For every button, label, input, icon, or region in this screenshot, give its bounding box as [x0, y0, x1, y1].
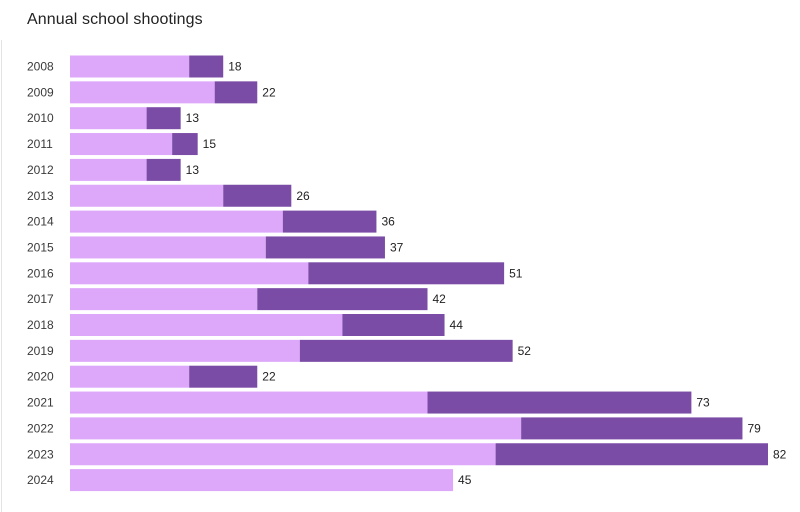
- bar-dark-2015: [265, 236, 385, 259]
- bar-dark-2013: [223, 184, 292, 207]
- year-label-2008: 2008: [27, 60, 54, 74]
- bar-light-2020: [70, 365, 190, 388]
- value-label-2019: 52: [518, 344, 532, 358]
- bar-light-2021: [70, 391, 428, 414]
- bar-light-2019: [70, 339, 300, 362]
- bar-dark-2017: [257, 288, 428, 311]
- value-label-2013: 26: [296, 189, 310, 203]
- bar-dark-2022: [521, 417, 743, 440]
- bar-dark-2019: [299, 339, 513, 362]
- bar-dark-2009: [214, 81, 258, 104]
- left-rule: [1, 40, 2, 512]
- year-label-2019: 2019: [27, 344, 54, 358]
- value-label-2014: 36: [381, 215, 395, 229]
- bar-dark-2021: [427, 391, 692, 414]
- year-label-2013: 2013: [27, 189, 54, 203]
- value-label-2018: 44: [450, 318, 464, 332]
- year-label-2010: 2010: [27, 111, 54, 125]
- bar-dark-2020: [189, 365, 258, 388]
- bar-light-2024: [70, 469, 454, 492]
- value-label-2012: 13: [186, 163, 200, 177]
- value-label-2024: 45: [458, 473, 472, 487]
- bar-dark-2016: [308, 262, 505, 285]
- year-label-2009: 2009: [27, 85, 54, 99]
- year-label-2017: 2017: [27, 292, 54, 306]
- value-label-2015: 37: [390, 240, 404, 254]
- year-label-2011: 2011: [27, 137, 53, 151]
- value-label-2009: 22: [262, 85, 276, 99]
- year-label-2020: 2020: [27, 370, 54, 384]
- bar-light-2008: [70, 55, 190, 78]
- bar-dark-2023: [495, 443, 768, 466]
- value-label-2021: 73: [696, 396, 710, 410]
- bar-dark-2012: [146, 158, 181, 181]
- value-label-2020: 22: [262, 370, 276, 384]
- bar-light-2009: [70, 81, 215, 104]
- value-label-2016: 51: [509, 266, 523, 280]
- year-label-2022: 2022: [27, 421, 54, 435]
- bar-light-2022: [70, 417, 522, 440]
- bar-light-2015: [70, 236, 266, 259]
- value-label-2023: 82: [773, 447, 787, 461]
- bar-dark-2014: [282, 210, 377, 233]
- bar-light-2011: [70, 133, 173, 156]
- bar-light-2018: [70, 314, 343, 336]
- bar-light-2010: [70, 107, 147, 130]
- bar-light-2016: [70, 262, 309, 285]
- year-label-2015: 2015: [27, 240, 54, 254]
- year-label-2018: 2018: [27, 318, 54, 332]
- value-label-2022: 79: [747, 421, 761, 435]
- bar-light-2017: [70, 288, 258, 311]
- bar-light-2012: [70, 158, 147, 181]
- year-label-2024: 2024: [27, 473, 54, 487]
- bar-dark-2018: [342, 314, 445, 336]
- bar-light-2023: [70, 443, 496, 466]
- year-label-2012: 2012: [27, 163, 54, 177]
- chart-title: Annual school shootings: [27, 11, 203, 28]
- year-label-2014: 2014: [27, 215, 54, 229]
- bar-light-2014: [70, 210, 283, 233]
- year-label-2021: 2021: [27, 396, 54, 410]
- bar-light-2013: [70, 184, 224, 207]
- value-label-2011: 15: [203, 137, 217, 151]
- year-label-2016: 2016: [27, 266, 54, 280]
- bar-dark-2011: [172, 133, 198, 156]
- bar-dark-2010: [146, 107, 181, 130]
- value-label-2010: 13: [186, 111, 200, 125]
- value-label-2017: 42: [433, 292, 447, 306]
- value-label-2008: 18: [228, 60, 242, 74]
- year-label-2023: 2023: [27, 447, 54, 461]
- bar-dark-2008: [189, 55, 224, 78]
